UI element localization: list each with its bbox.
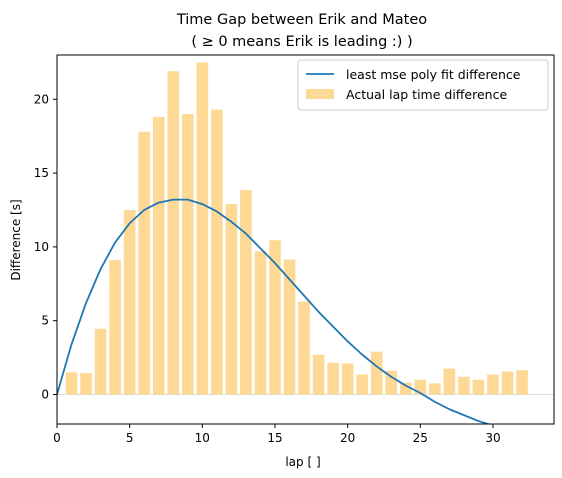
- bar-lap-27: [443, 368, 456, 395]
- bar-lap-30: [487, 374, 499, 395]
- bar-lap-8: [167, 71, 180, 395]
- bar-lap-28: [458, 376, 470, 395]
- y-tick-label: 20: [34, 92, 49, 106]
- legend-bar-swatch: [306, 89, 334, 99]
- bar-lap-4: [109, 260, 121, 395]
- bar-lap-6: [138, 131, 151, 395]
- chart-subtitle: ( ≥ 0 means Erik is leading :) ): [191, 34, 412, 50]
- legend: least mse poly fit difference Actual lap…: [297, 59, 549, 111]
- legend-label-bars: Actual lap time difference: [346, 87, 507, 102]
- fit-line: [57, 198, 492, 424]
- bar-lap-7: [152, 116, 165, 395]
- bar-lap-9: [181, 114, 194, 395]
- bar-lap-26: [429, 383, 441, 395]
- bar-lap-17: [298, 301, 310, 395]
- x-tick-label: 30: [485, 431, 500, 445]
- bar-lap-29: [472, 379, 485, 395]
- bar-lap-25: [414, 379, 427, 395]
- plot-area: [57, 62, 554, 424]
- bar-lap-13: [240, 190, 252, 395]
- x-tick-label: 5: [126, 431, 134, 445]
- bar-lap-5: [123, 209, 136, 395]
- y-tick-label: 15: [34, 166, 49, 180]
- x-tick-label: 15: [267, 431, 282, 445]
- bar-lap-23: [385, 370, 398, 395]
- plot-content: [57, 62, 554, 424]
- bar-lap-31: [501, 371, 514, 395]
- axes-frame: [56, 54, 555, 425]
- bar-lap-32: [516, 370, 528, 395]
- y-tick-label: 10: [34, 240, 49, 254]
- bar-lap-21: [356, 374, 368, 395]
- bar-lap-3: [94, 328, 107, 395]
- axes: 0 5 10 15 20 25 30 0 5 10 15 20: [34, 54, 555, 445]
- legend-frame: [297, 59, 549, 111]
- x-tick-label: 20: [340, 431, 355, 445]
- bar-lap-20: [341, 363, 354, 395]
- bar-lap-11: [211, 109, 223, 395]
- bar-lap-24: [399, 382, 412, 395]
- x-axis-label: lap [ ]: [285, 455, 320, 469]
- y-tick-label: 5: [41, 314, 49, 328]
- x-tick-label: 10: [195, 431, 210, 445]
- legend-label-line: least mse poly fit difference: [346, 67, 521, 82]
- chart-title: Time Gap between Erik and Mateo: [176, 12, 427, 28]
- bar-lap-14: [254, 251, 267, 395]
- y-tick-label: 0: [41, 387, 49, 401]
- x-tick-label: 0: [53, 431, 61, 445]
- y-axis-label: Difference [s]: [9, 199, 23, 280]
- bar-lap-18: [312, 354, 325, 395]
- bar-lap-10: [196, 62, 209, 395]
- bar-lap-22: [370, 351, 383, 395]
- bar-lap-2: [80, 373, 92, 395]
- bar-lap-16: [283, 259, 296, 395]
- bar-lap-1: [65, 372, 78, 395]
- bar-lap-19: [327, 362, 339, 395]
- bar-lap-12: [225, 204, 238, 395]
- x-tick-label: 25: [413, 431, 428, 445]
- bar-lap-15: [269, 240, 281, 395]
